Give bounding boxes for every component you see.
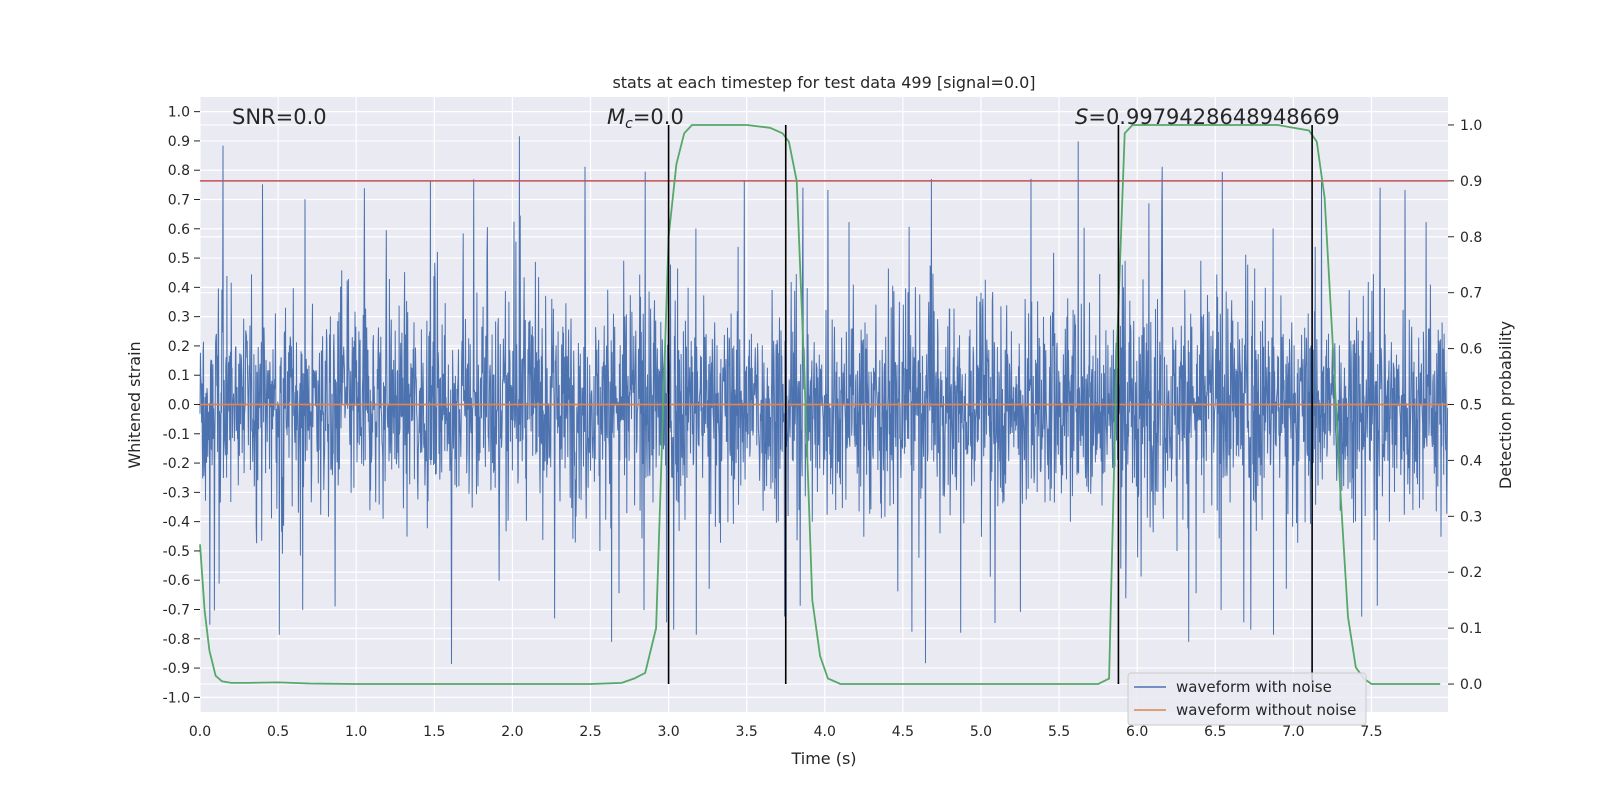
y-tick-label: 0.5 — [168, 251, 190, 267]
y-tick-label: 0.1 — [168, 368, 190, 384]
x-tick-label: 6.5 — [1204, 724, 1226, 740]
chart-title: stats at each timestep for test data 499… — [612, 73, 1035, 92]
y-tick-label: -0.9 — [163, 661, 190, 677]
y2-tick-label: 1.0 — [1460, 118, 1482, 134]
x-tick-label: 7.5 — [1360, 724, 1382, 740]
x-tick-label: 5.0 — [970, 724, 992, 740]
y-tick-label: -0.6 — [163, 573, 190, 589]
x-tick-label: 2.5 — [579, 724, 601, 740]
y-tick-label: 1.0 — [168, 105, 190, 121]
x-tick-label: 3.5 — [736, 724, 758, 740]
legend-label-clean: waveform without noise — [1176, 701, 1356, 719]
y-tick-label: -0.2 — [163, 456, 190, 472]
y-tick-label: 0.3 — [168, 310, 190, 326]
x-tick-label: 4.0 — [814, 724, 836, 740]
x-tick-label: 0.0 — [189, 724, 211, 740]
y-tick-label: 0.8 — [168, 163, 190, 179]
y-tick-label: -0.8 — [163, 632, 190, 648]
y2-tick-label: 0.7 — [1460, 286, 1482, 302]
y2-tick-label: 0.8 — [1460, 230, 1482, 246]
x-tick-labels: 0.0 0.5 1.0 1.5 2.0 2.5 3.0 3.5 4.0 4.5 5.0 5.5 6.0 6… — [189, 724, 1383, 740]
snr-annotation: SNR=0.0 — [232, 105, 327, 129]
waveform-with-noise-line — [199, 136, 1449, 665]
y-tick-label: 0.7 — [168, 193, 190, 209]
overlay-series — [199, 124, 1448, 685]
x-tick-label: 2.0 — [501, 724, 523, 740]
y2-tick-label: 0.5 — [1460, 398, 1482, 414]
x-tick-label: 3.0 — [657, 724, 679, 740]
noise-waveform-series — [199, 136, 1449, 665]
y-tick-label: -0.4 — [163, 515, 190, 531]
y-tick-label: 0.4 — [168, 280, 190, 296]
y-tick-labels: -1.0 -0.9 -0.8 -0.7 -0.6 -0.5 -0.4 -0.3 -0.2 -0.1… — [163, 105, 200, 706]
y2-tick-label: 0.2 — [1460, 565, 1482, 581]
y-tick-label: -0.3 — [163, 485, 190, 501]
y-tick-label: 0.6 — [168, 222, 190, 238]
y-tick-label: 0.2 — [168, 339, 190, 355]
legend-label-noise: waveform with noise — [1176, 678, 1332, 696]
legend-box — [1127, 672, 1367, 726]
mc-annotation: Mc=0.0 — [607, 105, 684, 132]
y2-tick-labels: 0.0 0.1 0.2 0.3 0.4 0.5 0.6 0.7 0.8 0.9 1.0 — [1448, 118, 1482, 693]
legend: waveform with noise waveform without noi… — [1127, 672, 1367, 726]
x-tick-label: 5.5 — [1048, 724, 1070, 740]
x-tick-label: 4.5 — [892, 724, 914, 740]
y2-tick-label: 0.3 — [1460, 509, 1482, 525]
y2-tick-label: 0.4 — [1460, 453, 1482, 469]
y-tick-label: -0.1 — [163, 427, 190, 443]
x-tick-label: 6.0 — [1126, 724, 1148, 740]
y-tick-label: -0.7 — [163, 603, 190, 619]
s-annotation: S=0.9979428648948669 — [1075, 105, 1340, 129]
x-axis-label: Time (s) — [790, 749, 856, 768]
x-tick-label: 1.5 — [423, 724, 445, 740]
y2-tick-label: 0.1 — [1460, 621, 1482, 637]
x-tick-label: 1.0 — [345, 724, 367, 740]
y-tick-label: 0.0 — [168, 398, 190, 414]
y-tick-label: -0.5 — [163, 544, 190, 560]
y2-tick-label: 0.9 — [1460, 174, 1482, 190]
x-tick-label: 0.5 — [267, 724, 289, 740]
y2-tick-label: 0.0 — [1460, 677, 1482, 693]
x-tick-label: 7.0 — [1282, 724, 1304, 740]
y2-axis-label: Detection probability — [1496, 321, 1515, 489]
y2-tick-label: 0.6 — [1460, 342, 1482, 358]
y-tick-label: -1.0 — [163, 690, 190, 706]
y-tick-label: 0.9 — [168, 134, 190, 150]
y-axis-label: Whitened strain — [125, 341, 144, 468]
